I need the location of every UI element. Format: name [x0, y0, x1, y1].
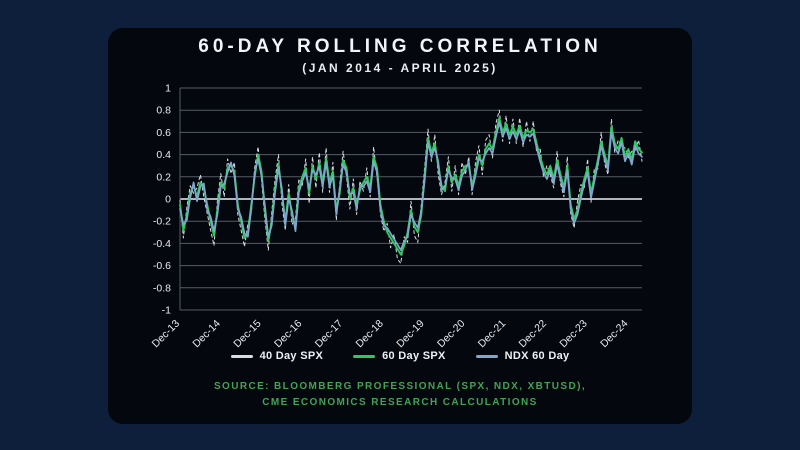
x-tick-label: Dec-18 — [354, 318, 387, 350]
series-line-ndx-60-day — [179, 121, 643, 251]
y-tick-label: 0.6 — [156, 127, 171, 139]
legend-item-60-day-spx: 60 Day SPX — [353, 350, 446, 362]
x-tick-label: Dec-22 — [517, 318, 550, 350]
y-tick-label: -0.2 — [153, 216, 171, 228]
x-tick-label: Dec-23 — [557, 318, 590, 350]
y-tick-label: -1 — [162, 305, 171, 317]
legend-swatch-ndx-60-day — [475, 354, 498, 358]
y-tick-label: -0.4 — [153, 238, 171, 250]
legend-item-ndx-60-day: NDX 60 Day — [475, 350, 570, 362]
y-tick-label: 0.4 — [156, 149, 171, 161]
y-tick-label: -0.6 — [153, 260, 171, 272]
page-title: 60-DAY ROLLING CORRELATION — [198, 36, 602, 57]
source-attribution-line-1: SOURCE: BLOOMBERG PROFESSIONAL (SPX, NDX… — [213, 381, 587, 392]
series-line-40-day-spx — [179, 109, 643, 264]
page-subtitle: (JAN 2014 - APRIL 2025) — [302, 61, 498, 75]
legend-label-ndx-60-day: NDX 60 Day — [504, 350, 570, 362]
x-tick-label: Dec-17 — [313, 318, 346, 350]
x-tick-label: Dec-14 — [190, 318, 223, 350]
x-tick-label: Dec-15 — [231, 318, 264, 350]
y-tick-label: 1 — [165, 83, 171, 95]
y-tick-label: 0 — [165, 194, 171, 206]
legend-label-60-day-spx: 60 Day SPX — [382, 350, 446, 362]
x-tick-label: Dec-19 — [394, 318, 427, 350]
y-tick-label: 0.8 — [156, 105, 171, 117]
legend-swatch-40-day-spx — [230, 354, 253, 358]
chart-area: 1 0.8 0.6 0.4 0.2 0 -0.2 -0.4 -0.6 -0.8 -1 Dec-13 De… — [130, 78, 670, 350]
x-tick-label: Dec-21 — [476, 318, 509, 350]
series-line-60-day-spx — [179, 117, 643, 256]
source-attribution-line-2: CME ECONOMICS RESEARCH CALCULATIONS — [262, 397, 538, 408]
x-tick-label: Dec-13 — [150, 318, 183, 350]
y-tick-label: -0.8 — [153, 282, 171, 294]
x-tick-label: Dec-24 — [598, 318, 631, 350]
chart-panel: 60-DAY ROLLING CORRELATION (JAN 2014 - A… — [108, 28, 692, 424]
chart-legend: 40 Day SPX 60 Day SPX NDX 60 Day — [108, 350, 692, 362]
legend-swatch-60-day-spx — [353, 354, 376, 358]
legend-item-40-day-spx: 40 Day SPX — [230, 350, 324, 362]
x-tick-label: Dec-20 — [435, 318, 468, 350]
legend-label-40-day-spx: 40 Day SPX — [259, 350, 324, 362]
y-tick-label: 0.2 — [156, 171, 171, 183]
x-tick-label: Dec-16 — [272, 318, 305, 350]
